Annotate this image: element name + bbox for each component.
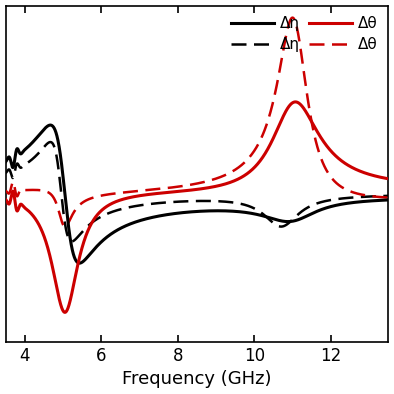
Legend: Δη, Δη, Δθ, Δθ: Δη, Δη, Δθ, Δθ: [228, 13, 381, 56]
X-axis label: Frequency (GHz): Frequency (GHz): [122, 370, 272, 388]
